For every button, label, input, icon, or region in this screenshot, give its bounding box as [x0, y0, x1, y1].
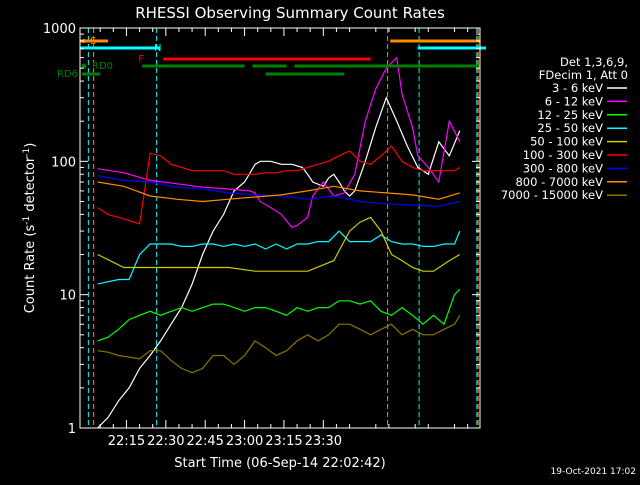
y-tick-label-1: 10 [59, 289, 76, 304]
axis-ticks: 22:15 22:30 22:45 23:00 23:15 23:30 1 10 100 1000 [43, 22, 480, 449]
flag-label-f: F [138, 54, 144, 65]
flag-label-n: N [154, 43, 161, 54]
legend-entry-1: 6 - 12 keV [545, 94, 603, 108]
vertical-markers [87, 28, 479, 428]
y-axis-label-mid: detector [23, 156, 38, 216]
flag-label-rd0: RD0 [92, 61, 113, 72]
x-axis-label: Start Time (06-Sep-14 22:02:42) [174, 456, 385, 471]
legend-entry-8: 7000 - 15000 keV [501, 188, 603, 202]
x-tick-label-1: 22:30 [147, 434, 184, 449]
y-axis-label-main: Count Rate (s [23, 225, 38, 314]
series-line-0 [97, 96, 461, 428]
y-axis-label-end: ) [23, 143, 38, 148]
series-layer [97, 56, 461, 428]
flag-label-s: S [90, 36, 96, 47]
x-tick-label-0: 22:15 [108, 434, 145, 449]
flag-marker-rd0 [81, 63, 87, 69]
flag-label-rd6: RD6 [57, 69, 78, 80]
series-line-7 [97, 181, 460, 203]
legend-entry-6: 300 - 800 keV [523, 161, 603, 175]
series-line-4 [97, 216, 461, 272]
plot-frame [79, 27, 481, 429]
y-axis-label: Count Rate (s-1 detector-1) [22, 143, 38, 314]
series-line-3 [97, 230, 461, 285]
legend-entry-2: 12 - 25 keV [537, 108, 603, 122]
x-tick-label-5: 23:30 [305, 434, 342, 449]
legend-entry-3: 25 - 50 keV [537, 121, 603, 135]
series-line-5 [97, 145, 461, 225]
y-tick-label-2: 100 [51, 155, 76, 170]
chart-title: RHESSI Observing Summary Count Rates [135, 4, 445, 22]
flag-bars: S NF RD0 RD6 [57, 36, 487, 80]
legend-header-1: FDecim 1, Att 0 [539, 68, 628, 82]
y-axis-label-sup1: -1 [22, 216, 32, 225]
y-axis-label-sup2: -1 [22, 148, 32, 157]
legend-entry-7: 800 - 7000 keV [515, 175, 603, 189]
series-line-6 [97, 175, 460, 207]
legend-entry-0: 3 - 6 keV [552, 81, 603, 95]
y-tick-label-3: 1000 [43, 22, 76, 37]
series-line-8 [97, 314, 461, 374]
y-tick-label-0: 1 [68, 422, 76, 437]
series-line-2 [97, 288, 461, 342]
legend-header-0: Det 1,3,6,9, [560, 55, 628, 69]
x-tick-label-2: 22:45 [186, 434, 223, 449]
timestamp: 19-Oct-2021 17:02 [551, 467, 636, 477]
legend-entry-5: 100 - 300 keV [523, 148, 603, 162]
legend-entry-4: 50 - 100 keV [530, 135, 603, 149]
x-tick-label-4: 23:15 [265, 434, 302, 449]
x-tick-label-3: 23:00 [226, 434, 263, 449]
